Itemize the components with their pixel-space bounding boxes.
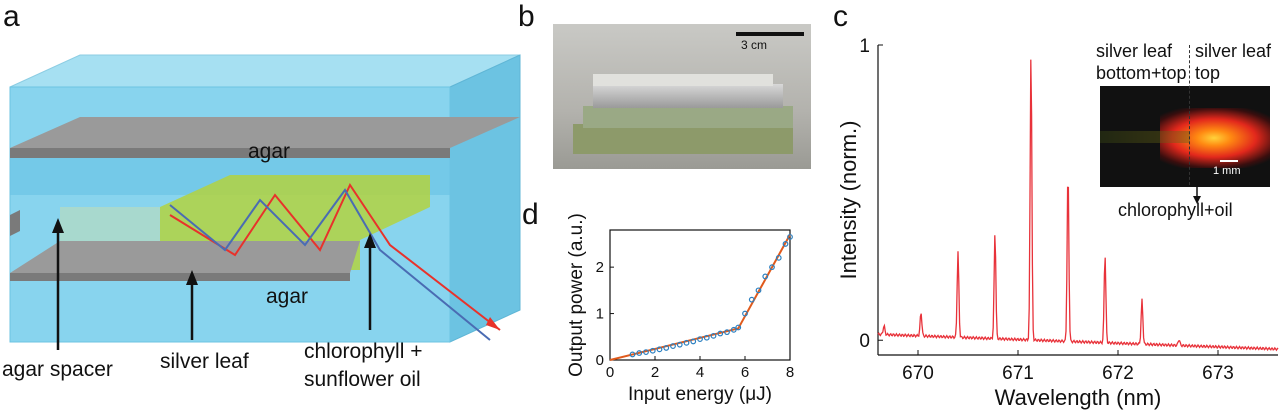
photo-agar-lower-layer <box>573 124 793 154</box>
chart-c-ylabel: Intensity (norm.) <box>836 121 861 280</box>
agar-block-top-face <box>9 54 521 88</box>
chart-c-xtick-label: 673 <box>1202 363 1234 384</box>
photo-sample: 3 cm <box>553 24 811 169</box>
photo-scale-bar <box>736 32 804 36</box>
chart-d-point <box>710 332 717 339</box>
chart-d-point <box>643 349 649 356</box>
panel-b-letter: b <box>518 0 535 33</box>
chart-d-point <box>742 310 748 317</box>
chart-d-point <box>703 334 710 341</box>
chart-c-spectrum-line <box>877 59 1279 352</box>
chart-c-xtick-label: 671 <box>1002 363 1034 384</box>
inset-scale-label: 1 mm <box>1213 165 1241 177</box>
chart-d-point <box>717 330 724 337</box>
chart-d-point <box>636 350 643 356</box>
chart-c-xtick-label: 672 <box>1102 363 1134 384</box>
chart-d-point <box>663 345 670 351</box>
chart-d-point <box>656 346 663 353</box>
agar-top-label: agar <box>248 140 291 163</box>
inset-scale-bar <box>1220 160 1238 162</box>
chlorophyll-label-line2: sunflower oil <box>304 368 421 391</box>
ray-blue <box>169 188 491 341</box>
chart-d-ytick-label: 2 <box>596 259 604 276</box>
chart-d-xtick-label: 0 <box>606 364 614 381</box>
ray-red <box>169 182 501 331</box>
chart-d-ytick-label: 0 <box>596 352 604 369</box>
chart-d-point <box>683 339 690 346</box>
photo-agar-middle-layer <box>583 106 793 128</box>
photo-scale-label: 3 cm <box>741 38 768 52</box>
chart-d-point <box>769 264 775 271</box>
agar-bottom-label: agar <box>266 285 309 308</box>
chart-d-fit-line <box>609 234 791 361</box>
panel-a-letter: a <box>3 0 20 33</box>
chart-d-point <box>697 336 703 343</box>
silver-leaf-top <box>10 117 520 148</box>
chart-d-point <box>787 234 793 240</box>
chart-d-point <box>775 254 782 261</box>
inset-down-arrow <box>1193 186 1201 204</box>
chart-d-xtick-label: 2 <box>651 364 659 381</box>
chart-c-ytick-label: 0 <box>859 331 870 352</box>
chart-d-frame <box>609 229 791 361</box>
photo-silver-layer <box>593 84 783 108</box>
chart-c-ytick-label: 1 <box>859 36 870 57</box>
inset-image: 1 mm <box>1100 86 1270 187</box>
chart-d-point <box>724 329 730 336</box>
panel-c-letter: c <box>833 0 848 33</box>
chart-d-point <box>730 326 737 333</box>
chart-d-point <box>762 273 769 280</box>
chart-d-point <box>676 341 683 348</box>
chart-d-xtick-label: 4 <box>696 364 704 381</box>
chart-d-point <box>782 241 789 247</box>
panel-a-schematic <box>9 54 521 350</box>
chart-d-xtick-label: 8 <box>786 364 794 381</box>
inset-arrow-label: chlorophyll+oil <box>1118 200 1233 220</box>
inset-right-line1: silver leaf <box>1195 41 1272 61</box>
agar-spacer-label: agar spacer <box>2 358 113 381</box>
chart-c-xlabel: Wavelength (nm) <box>995 385 1162 410</box>
chart-d-point <box>629 351 636 358</box>
chart-d-xtick-label: 6 <box>741 364 749 381</box>
inset-left-line2: bottom+top <box>1096 63 1187 83</box>
chart-d-point <box>735 324 742 331</box>
photo-top-slab <box>593 74 773 86</box>
chart-d-point <box>755 287 762 294</box>
chart-d-point <box>748 296 755 303</box>
chart-d-ytick-label: 1 <box>596 306 604 323</box>
silver-leaf-bottom <box>10 241 360 273</box>
chart-d-point <box>690 338 697 345</box>
chart-d-point <box>649 347 656 354</box>
inset-divider <box>1189 45 1190 185</box>
inset-left-line1: silver leaf <box>1096 41 1173 61</box>
chart-c-xtick-label: 670 <box>902 363 934 384</box>
chart-d-ylabel: Output power (a.u.) <box>566 213 587 377</box>
chart-c: 670 671 672 673 0 1 Wavelength (nm) Intensity (… <box>836 36 1279 410</box>
panel-d-letter: d <box>522 198 539 231</box>
inset-glow <box>1160 108 1270 168</box>
silver-leaf-label: silver leaf <box>160 350 249 373</box>
inset-right-line2: top <box>1195 63 1221 83</box>
chart-d-point <box>670 343 676 349</box>
chart-d: 0 2 4 6 8 0 1 2 Input energy (μJ) Output power (a… <box>566 213 794 405</box>
inset-faint-green <box>1100 131 1190 143</box>
chlorophyll-label-line1: chlorophyll + <box>304 340 423 363</box>
chart-d-xlabel: Input energy (μJ) <box>628 384 772 405</box>
